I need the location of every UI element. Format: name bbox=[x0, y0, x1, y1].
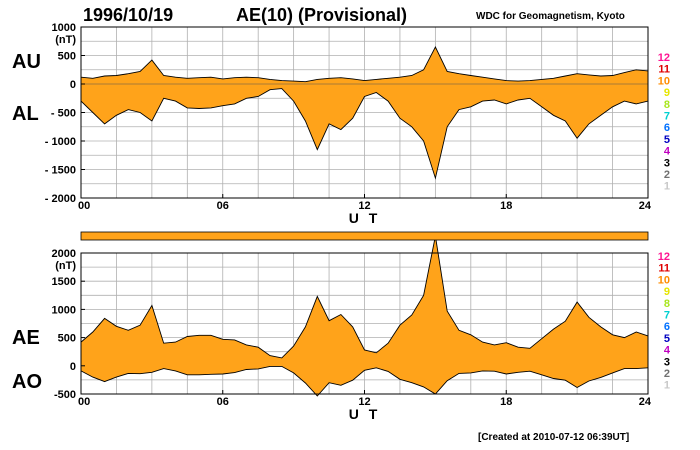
chart2-station-count-11: 11 bbox=[658, 263, 670, 275]
chart2-ytick-label: 1500 bbox=[52, 276, 76, 288]
date-title: 1996/10/19 bbox=[83, 5, 174, 25]
chart2-station-count-9: 9 bbox=[664, 286, 670, 298]
chart1-xtick-label: 12 bbox=[358, 200, 370, 212]
chart2-station-count-6: 6 bbox=[664, 321, 670, 333]
chart2-xtick-label: 18 bbox=[500, 396, 512, 408]
chart2-xtick-label: 06 bbox=[217, 396, 229, 408]
chart1-unit-label: (nT) bbox=[55, 34, 76, 46]
chart2-station-count-12: 12 bbox=[658, 251, 670, 263]
chart1-ytick-label: - 500 bbox=[51, 108, 76, 120]
chart2-station-count-8: 8 bbox=[664, 298, 670, 310]
chart1-ytick-label: - 1500 bbox=[45, 165, 76, 177]
chart1-ytick-label: 500 bbox=[58, 51, 76, 63]
chart1-ytick-label: 0 bbox=[70, 79, 76, 91]
chart1-series-au-line bbox=[80, 45, 649, 83]
chart2-xtick-label: 12 bbox=[358, 396, 370, 408]
chart2-band-fill bbox=[81, 236, 648, 396]
chart1-station-count-11: 11 bbox=[658, 64, 670, 76]
chart1-station-count-12: 12 bbox=[658, 52, 670, 64]
chart2-series-ae-line bbox=[80, 236, 649, 359]
data-availability-bar bbox=[80, 231, 649, 241]
chart1-ytick-label: - 2000 bbox=[45, 193, 76, 205]
chart1-series-al-line bbox=[80, 88, 649, 180]
chart1-station-count-8: 8 bbox=[664, 99, 670, 111]
chart2-panel-label-ae: AE bbox=[12, 327, 40, 349]
chart2-xaxis-label: U T bbox=[349, 406, 381, 422]
chart1-station-count-1: 1 bbox=[664, 181, 670, 193]
chart2-ytick-label: 0 bbox=[70, 361, 76, 373]
chart2-station-count-4: 4 bbox=[664, 345, 671, 357]
chart2-xtick-label: 00 bbox=[78, 396, 90, 408]
chart1-panel-label-al: AL bbox=[12, 103, 39, 125]
chart2-station-count-3: 3 bbox=[664, 356, 670, 368]
chart1-station-count-6: 6 bbox=[664, 122, 670, 134]
chart1-station-count-2: 2 bbox=[664, 169, 670, 181]
chart2-xtick-label: 24 bbox=[639, 396, 652, 408]
created-timestamp: [Created at 2010-07-12 06:39UT] bbox=[478, 432, 630, 443]
chart1-xtick-label: 24 bbox=[639, 200, 652, 212]
chart2-panel-label-ao: AO bbox=[12, 371, 42, 393]
chart1-xtick-label: 18 bbox=[500, 200, 512, 212]
chart2-ytick-label: 500 bbox=[58, 333, 76, 345]
chart1-station-count-10: 10 bbox=[658, 75, 670, 87]
chart2-unit-label: (nT) bbox=[55, 260, 76, 272]
chart2-station-count-5: 5 bbox=[664, 333, 670, 345]
chart1-xaxis-label: U T bbox=[349, 210, 381, 226]
chart2-ytick-label: 2000 bbox=[52, 248, 76, 260]
chart2-series-ao-line bbox=[80, 365, 649, 397]
chart1-station-count-5: 5 bbox=[664, 134, 670, 146]
chart2-station-count-7: 7 bbox=[664, 310, 670, 322]
chart1-ytick-label: 1000 bbox=[52, 22, 76, 34]
chart1-station-count-3: 3 bbox=[664, 157, 670, 169]
chart2-station-count-10: 10 bbox=[658, 274, 670, 286]
chart2-ytick-label: 1000 bbox=[52, 304, 76, 316]
chart1-station-count-7: 7 bbox=[664, 111, 670, 123]
chart1-station-count-4: 4 bbox=[664, 146, 671, 158]
chart1-ytick-label: - 1000 bbox=[45, 136, 76, 148]
chart-title: AE(10) (Provisional) bbox=[236, 5, 408, 25]
chart2-station-count-1: 1 bbox=[664, 380, 670, 392]
data-source-credit: WDC for Geomagnetism, Kyoto bbox=[476, 11, 625, 22]
chart1-band-fill bbox=[81, 47, 648, 179]
chart1-xtick-label: 06 bbox=[217, 200, 229, 212]
chart1-station-count-9: 9 bbox=[664, 87, 670, 99]
chart2-ytick-label: -500 bbox=[54, 389, 76, 401]
chart1-panel-label-au: AU bbox=[12, 51, 41, 73]
chart1-xtick-label: 00 bbox=[78, 200, 90, 212]
chart2-station-count-2: 2 bbox=[664, 368, 670, 380]
